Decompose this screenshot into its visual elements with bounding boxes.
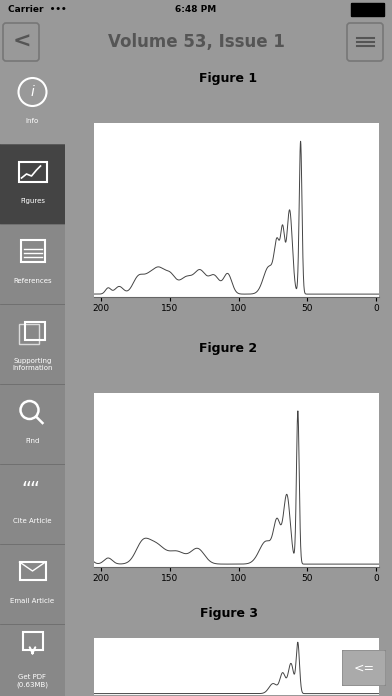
Bar [0,64,65,144]
Text: Cite Article: Cite Article [13,518,52,524]
Text: Figure 3: Figure 3 [200,607,258,619]
Bar [22,632,42,650]
Polygon shape [65,176,75,192]
Bar [20,562,45,580]
Text: Figure 1: Figure 1 [200,72,258,85]
Text: References: References [13,278,52,284]
FancyBboxPatch shape [352,3,385,17]
Bar [24,322,45,340]
Text: “: “ [22,480,31,500]
Text: Info: Info [26,118,39,124]
Bar [20,240,45,262]
Bar [18,162,47,182]
Text: Figures: Figures [20,198,45,204]
Text: <: < [13,32,31,52]
Text: Figure 2: Figure 2 [200,342,258,355]
Text: Volume 53, Issue 1: Volume 53, Issue 1 [107,33,285,51]
Bar [0,224,65,304]
Text: “: “ [29,480,40,500]
Text: Carrier  •••: Carrier ••• [8,6,67,15]
Bar [18,324,38,344]
Text: <=: <= [354,661,375,674]
Text: Find: Find [25,438,40,444]
Bar [0,544,65,624]
Bar [0,304,65,384]
FancyBboxPatch shape [342,650,386,686]
Text: Email Article: Email Article [11,598,54,604]
Text: Supporting
Information: Supporting Information [12,358,53,371]
Bar [0,464,65,544]
Bar [0,624,65,696]
Text: 6:48 PM: 6:48 PM [175,6,217,15]
Text: Get PDF
(0.63MB): Get PDF (0.63MB) [16,674,49,688]
Text: i: i [31,85,34,99]
Bar [0,144,65,224]
Bar [0,384,65,464]
